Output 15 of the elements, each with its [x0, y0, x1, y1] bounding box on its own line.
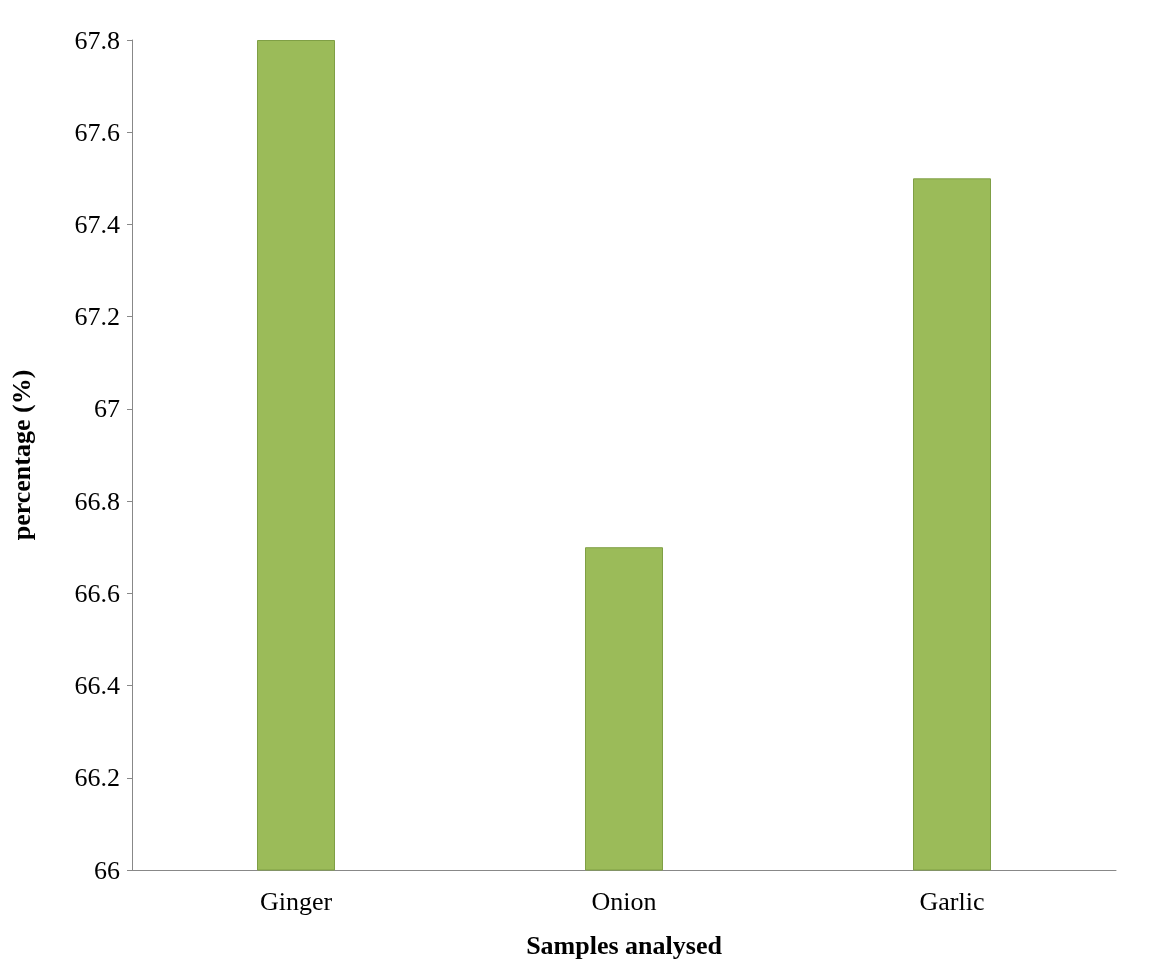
y-tick-label: 67.4	[74, 209, 120, 239]
x-axis-title: Samples analysed	[526, 930, 723, 960]
y-tick-label: 67.8	[74, 25, 120, 55]
x-tick-label: Onion	[591, 886, 657, 916]
y-tick-label: 67.6	[74, 117, 120, 147]
y-tick-label: 66	[94, 855, 120, 885]
y-tick-label: 67	[94, 394, 120, 424]
x-tick-label: Garlic	[919, 886, 985, 916]
y-tick-label: 66.8	[74, 486, 120, 516]
y-tick-label: 66.2	[74, 763, 120, 793]
y-tick-label: 66.4	[74, 671, 120, 701]
y-tick-label: 67.2	[74, 302, 120, 332]
x-tick-label: Ginger	[259, 886, 333, 916]
y-axis-title: percentage (%)	[6, 369, 36, 541]
y-tick-label: 66.6	[74, 578, 120, 608]
